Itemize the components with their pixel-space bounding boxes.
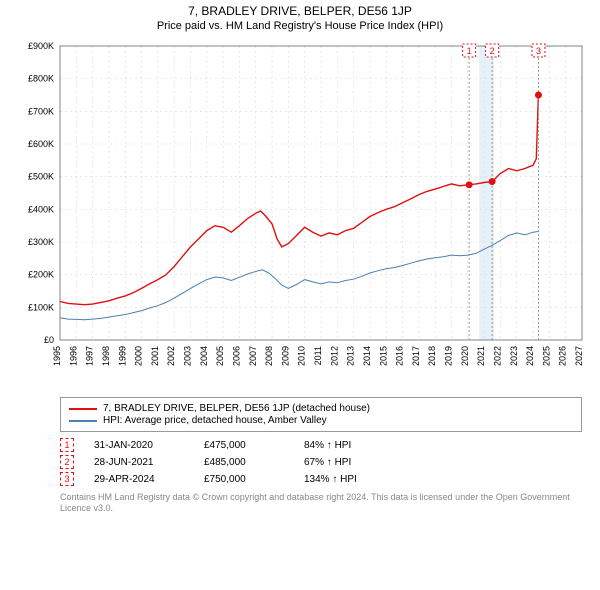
x-tick-label: 2009 xyxy=(280,346,290,366)
y-tick-label: £100K xyxy=(28,302,54,312)
x-tick-label: 2027 xyxy=(574,346,584,366)
x-tick-label: 2002 xyxy=(166,346,176,366)
x-tick-label: 2026 xyxy=(558,346,568,366)
chart-svg: £0 £100K £200K £300K £400K £500K £600K £700K £80… xyxy=(8,40,592,390)
x-tick-label: 2016 xyxy=(395,346,405,366)
x-tick-label: 1998 xyxy=(101,346,111,366)
sales-row: 3 29-APR-2024 £750,000 134% ↑ HPI xyxy=(60,472,582,486)
sale-date: 31-JAN-2020 xyxy=(94,440,184,451)
x-tick-label: 2001 xyxy=(150,346,160,366)
y-tick-label: £200K xyxy=(28,270,54,280)
x-tick-label: 2014 xyxy=(362,346,372,366)
x-tick-label: 2003 xyxy=(183,346,193,366)
x-tick-label: 2017 xyxy=(411,346,421,366)
legend-item: 7, BRADLEY DRIVE, BELPER, DE56 1JP (deta… xyxy=(69,403,573,414)
legend-box: 7, BRADLEY DRIVE, BELPER, DE56 1JP (deta… xyxy=(60,397,582,432)
legend-swatch xyxy=(69,408,97,410)
x-tick-label: 2020 xyxy=(460,346,470,366)
x-tick-label: 1999 xyxy=(117,346,127,366)
x-tick-label: 2024 xyxy=(525,346,535,366)
x-tick-label: 2013 xyxy=(346,346,356,366)
x-tick-label: 2019 xyxy=(444,346,454,366)
legend-swatch xyxy=(69,420,97,422)
x-tick-label: 2025 xyxy=(541,346,551,366)
x-tick-label: 2004 xyxy=(199,346,209,366)
x-tick-label: 2022 xyxy=(492,346,502,366)
x-tick-label: 2008 xyxy=(264,346,274,366)
x-tick-label: 2000 xyxy=(134,346,144,366)
y-tick-label: £800K xyxy=(28,74,54,84)
sale-marker-icon: 1 xyxy=(60,438,74,452)
sale-pct-vs-hpi: 67% ↑ HPI xyxy=(304,457,394,468)
y-tick-label: £400K xyxy=(28,204,54,214)
footnote: Contains HM Land Registry data © Crown c… xyxy=(60,492,582,515)
x-tick-label: 2018 xyxy=(427,346,437,366)
x-tick-label: 2012 xyxy=(329,346,339,366)
sale-marker-icon: 2 xyxy=(60,455,74,469)
sale-price: £750,000 xyxy=(204,474,284,485)
x-tick-label: 2011 xyxy=(313,346,323,365)
sale-marker-dot xyxy=(535,92,542,99)
sale-price: £485,000 xyxy=(204,457,284,468)
y-tick-label: £0 xyxy=(44,335,54,345)
chart-subtitle: Price paid vs. HM Land Registry's House … xyxy=(0,20,600,32)
sale-marker-number: 2 xyxy=(490,46,495,56)
sale-marker-dot xyxy=(466,181,473,188)
y-tick-label: £700K xyxy=(28,106,54,116)
sales-row: 1 31-JAN-2020 £475,000 84% ↑ HPI xyxy=(60,438,582,452)
sale-pct-vs-hpi: 134% ↑ HPI xyxy=(304,474,394,485)
sale-price: £475,000 xyxy=(204,440,284,451)
x-tick-label: 2007 xyxy=(248,346,258,366)
x-tick-label: 1995 xyxy=(52,346,62,366)
sales-table: 1 31-JAN-2020 £475,000 84% ↑ HPI 2 28-JUN-202… xyxy=(60,438,582,486)
sale-date: 28-JUN-2021 xyxy=(94,457,184,468)
x-tick-label: 2005 xyxy=(215,346,225,366)
x-tick-label: 1997 xyxy=(85,346,95,366)
chart-area: £0 £100K £200K £300K £400K £500K £600K £700K £80… xyxy=(8,40,592,393)
sales-row: 2 28-JUN-2021 £485,000 67% ↑ HPI xyxy=(60,455,582,469)
legend-label: HPI: Average price, detached house, Ambe… xyxy=(103,415,327,426)
x-tick-label: 2010 xyxy=(297,346,307,366)
chart-title: 7, BRADLEY DRIVE, BELPER, DE56 1JP xyxy=(0,0,600,18)
sale-pct-vs-hpi: 84% ↑ HPI xyxy=(304,440,394,451)
y-tick-label: £900K xyxy=(28,41,54,51)
legend-item: HPI: Average price, detached house, Ambe… xyxy=(69,415,573,426)
sale-marker-number: 1 xyxy=(467,46,472,56)
y-tick-label: £500K xyxy=(28,172,54,182)
x-tick-label: 2023 xyxy=(509,346,519,366)
sale-marker-icon: 3 xyxy=(60,472,74,486)
x-tick-label: 1996 xyxy=(68,346,78,366)
sale-date: 29-APR-2024 xyxy=(94,474,184,485)
y-tick-label: £600K xyxy=(28,139,54,149)
highlight-band xyxy=(479,46,494,340)
x-tick-label: 2021 xyxy=(476,346,486,366)
x-tick-label: 2015 xyxy=(378,346,388,366)
legend-label: 7, BRADLEY DRIVE, BELPER, DE56 1JP (deta… xyxy=(103,403,370,414)
sale-marker-number: 3 xyxy=(536,46,541,56)
sale-marker-dot xyxy=(489,178,496,185)
y-tick-label: £300K xyxy=(28,237,54,247)
x-tick-label: 2006 xyxy=(231,346,241,366)
